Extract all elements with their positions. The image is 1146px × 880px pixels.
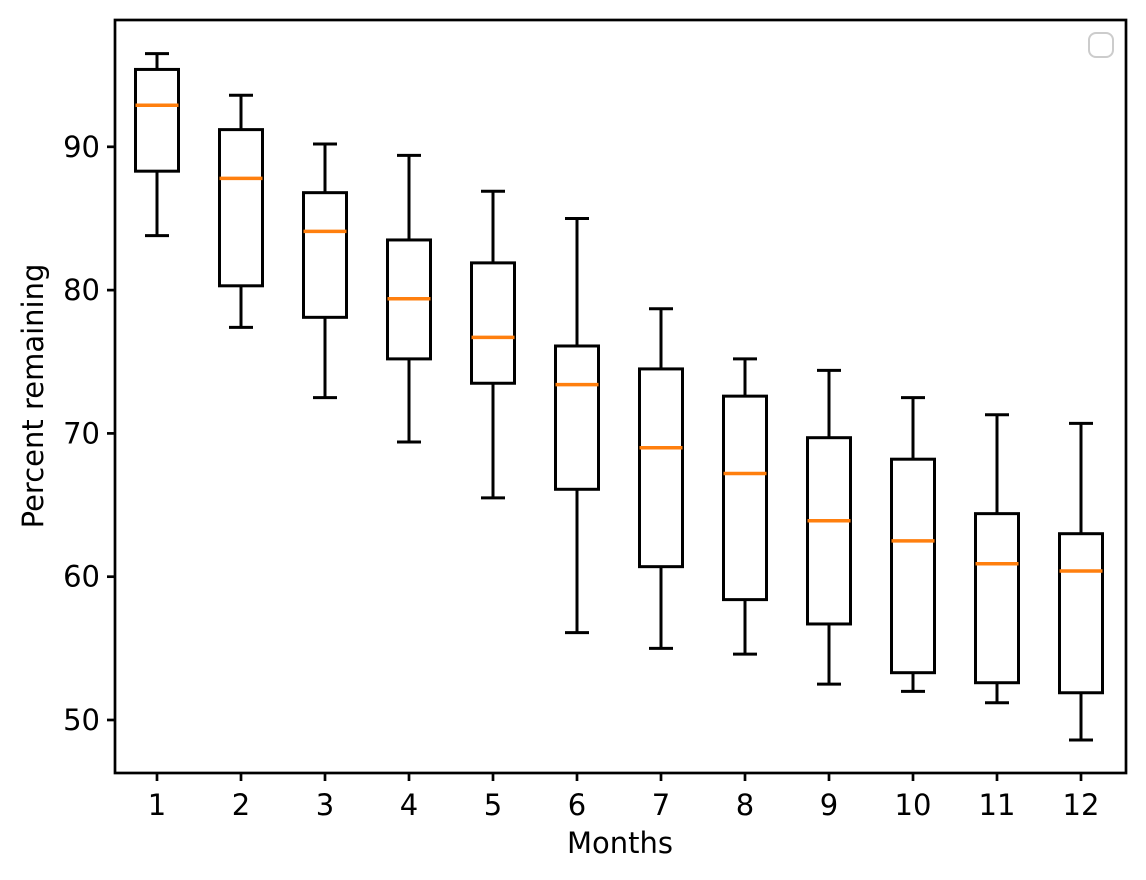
boxplot-month-5 — [470, 189, 516, 500]
box-iqr — [1058, 532, 1104, 695]
x-tick-label: 4 — [400, 788, 418, 822]
x-tick-label: 11 — [979, 788, 1016, 822]
y-tick-label: 70 — [63, 416, 100, 450]
x-tick-label: 9 — [820, 788, 838, 822]
x-tick-label: 10 — [895, 788, 932, 822]
box-iqr — [470, 261, 516, 385]
x-tick-label: 3 — [316, 788, 334, 822]
box-iqr — [554, 344, 600, 491]
x-tick-label: 5 — [484, 788, 502, 822]
x-tick-label: 6 — [568, 788, 586, 822]
y-tick-label: 90 — [63, 130, 100, 164]
x-tick-label: 2 — [232, 788, 250, 822]
box-iqr — [806, 436, 852, 626]
x-tick-label: 7 — [652, 788, 670, 822]
boxplot-month-12 — [1058, 421, 1104, 742]
box-iqr — [218, 128, 264, 288]
boxplot-month-9 — [806, 368, 852, 686]
box-iqr — [974, 512, 1020, 685]
boxplot-month-3 — [302, 142, 348, 400]
x-tick-label: 12 — [1063, 788, 1100, 822]
box-iqr — [302, 191, 348, 319]
boxplot-month-7 — [638, 307, 684, 650]
x-axis-label: Months — [566, 826, 674, 860]
y-tick-label: 60 — [63, 560, 100, 594]
y-tick-label: 50 — [63, 703, 100, 737]
boxplot-month-10 — [890, 396, 936, 693]
box-iqr — [638, 367, 684, 569]
boxplot-month-6 — [554, 216, 600, 635]
x-tick-label: 1 — [148, 788, 166, 822]
y-tick-label: 80 — [63, 273, 100, 307]
box-iqr — [722, 394, 768, 602]
box-iqr — [890, 457, 936, 675]
y-axis-label: Percent remaining — [16, 263, 50, 529]
axes-frame — [113, 18, 1128, 775]
boxplot-month-8 — [722, 357, 768, 656]
box-iqr — [134, 67, 180, 173]
legend-empty-frame — [1088, 32, 1114, 58]
boxplot-month-11 — [974, 413, 1020, 705]
x-tick-label: 8 — [736, 788, 754, 822]
boxplot-month-1 — [134, 52, 180, 238]
boxplot-month-4 — [386, 153, 432, 444]
boxplot-month-2 — [218, 93, 264, 329]
